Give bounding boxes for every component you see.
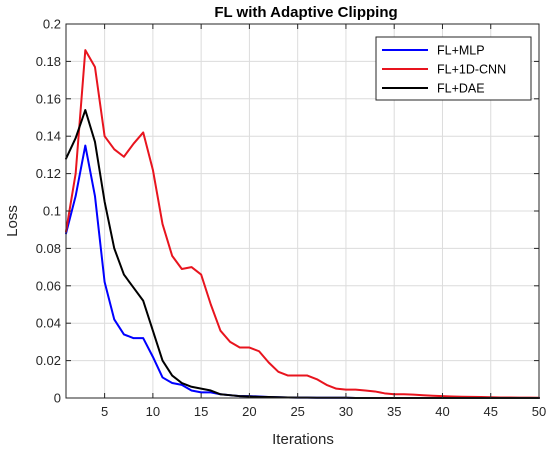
series-line-fl-1d-cnn <box>65 49 540 399</box>
y-tick-label: 0 <box>54 391 61 406</box>
legend-label: FL+DAE <box>437 82 485 96</box>
y-tick-label: 0.16 <box>36 91 61 106</box>
x-tick-label: 10 <box>146 404 160 419</box>
legend: FL+MLP FL+1D-CNN FL+DAE <box>375 36 532 101</box>
legend-label: FL+MLP <box>437 44 485 58</box>
x-tick-label: 35 <box>387 404 401 419</box>
y-tick-label: 0.12 <box>36 166 61 181</box>
y-tick-label: 0.02 <box>36 353 61 368</box>
y-tick-label: 0.1 <box>43 204 61 219</box>
x-tick-label: 25 <box>290 404 304 419</box>
y-tick-label: 0.04 <box>36 316 61 331</box>
x-tick-label: 50 <box>532 404 546 419</box>
chart-title: FL with Adaptive Clipping <box>214 4 397 21</box>
x-tick-label: 5 <box>101 404 108 419</box>
y-tick-label: 0.14 <box>36 129 61 144</box>
y-tick-label: 0.18 <box>36 54 61 69</box>
x-tick-label: 20 <box>242 404 256 419</box>
legend-label: FL+1D-CNN <box>437 63 506 77</box>
x-tick-label: 30 <box>339 404 353 419</box>
y-tick-label: 0.06 <box>36 278 61 293</box>
axis-ticks: 5 10 15 20 25 30 35 40 45 50 0 0.02 0.04 0.06 0.08 0.1 0… <box>36 17 547 420</box>
x-tick-label: 15 <box>194 404 208 419</box>
x-axis-label: Iterations <box>272 431 334 448</box>
y-tick-label: 0.08 <box>36 241 61 256</box>
x-tick-label: 45 <box>484 404 498 419</box>
y-tick-label: 0.2 <box>43 17 61 32</box>
x-tick-label: 40 <box>435 404 449 419</box>
y-axis-label: Loss <box>4 205 21 237</box>
